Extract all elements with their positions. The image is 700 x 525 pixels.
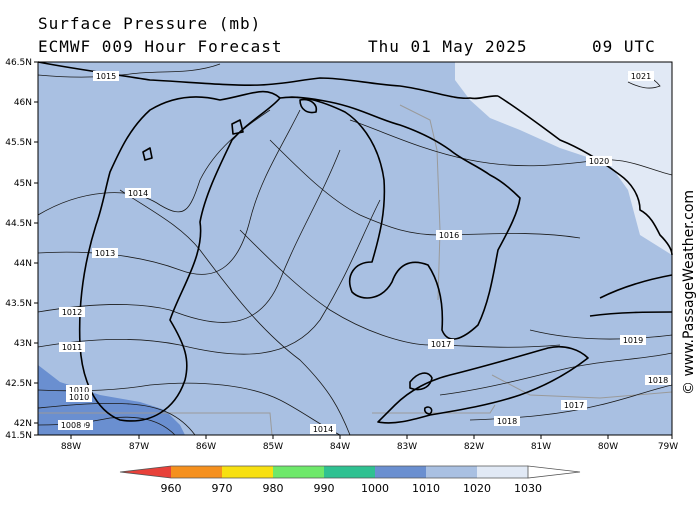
isobar-label: 1015 — [96, 72, 116, 81]
lat-label: 46N — [14, 98, 32, 108]
isobar-label: 1018 — [497, 417, 517, 426]
isobar-label: 1021 — [631, 72, 651, 81]
credit-text: © www.PassageWeather.com — [681, 190, 697, 395]
lon-label: 86W — [196, 442, 216, 452]
coastlines — [37, 61, 673, 424]
isobar-label: 1010 — [69, 393, 89, 402]
political-borders — [38, 104, 673, 436]
lat-label: 46.5N — [5, 58, 32, 68]
isobar-label: 1008 — [61, 421, 81, 430]
lon-label: 83W — [397, 442, 417, 452]
legend-swatch — [477, 466, 528, 478]
legend-tick: 1010 — [412, 482, 440, 495]
lat-label: 42N — [14, 419, 32, 429]
color-legend: 960 970 980 990 1000 1010 1020 1030 — [119, 465, 581, 495]
lon-label: 88W — [61, 442, 81, 452]
legend-ticks: 960 970 980 990 1000 1010 1020 1030 — [161, 482, 543, 495]
band-1030 — [455, 62, 672, 255]
legend-tick: 960 — [161, 482, 182, 495]
legend-swatch — [273, 466, 324, 478]
isobar-label: 1017 — [431, 340, 451, 349]
legend-tick: 990 — [314, 482, 335, 495]
lat-label: 44.5N — [5, 219, 32, 229]
legend-swatch — [426, 466, 477, 478]
isobar-label: 1019 — [623, 336, 643, 345]
legend-swatch — [222, 466, 273, 478]
model-label: ECMWF 009 Hour Forecast — [38, 37, 283, 56]
legend-tick: 970 — [212, 482, 233, 495]
lat-label: 45.5N — [5, 138, 32, 148]
lon-label: 87W — [129, 442, 149, 452]
pressure-map: 46.5N 46N 45.5N 45N 44.5N 44N 43.5N 43N … — [5, 58, 678, 452]
legend-swatch — [375, 466, 426, 478]
credit-watermark: © www.PassageWeather.com — [681, 190, 697, 395]
lat-label: 44N — [14, 259, 32, 269]
lon-label: 84W — [330, 442, 350, 452]
lon-label: 80W — [598, 442, 618, 452]
isobar-label: 1016 — [439, 231, 459, 240]
lat-label: 43.5N — [5, 299, 32, 309]
isobar-label: 1010 — [69, 386, 89, 395]
legend-tick: 1020 — [463, 482, 491, 495]
chart-title: Surface Pressure (mb) — [38, 14, 262, 33]
lon-label: 85W — [263, 442, 283, 452]
forecast-date: Thu 01 May 2025 — [368, 37, 528, 56]
legend-bar — [119, 465, 581, 479]
forecast-time: 09 UTC — [592, 37, 656, 56]
lat-label: 41.5N — [5, 431, 32, 441]
isobar-label: 1011 — [62, 343, 82, 352]
legend-tick: 980 — [263, 482, 284, 495]
legend-tick: 1030 — [514, 482, 542, 495]
isobar-label: 1014 — [313, 425, 333, 434]
legend-swatch — [324, 466, 375, 478]
lon-label: 79W — [658, 442, 678, 452]
longitude-axis: 88W 87W 86W 85W 84W 83W 82W 81W 80W 79W — [61, 435, 678, 452]
isobar-label: 1020 — [589, 157, 609, 166]
isobar-labels: 1015 1014 1013 1012 1011 1010 1010 1009 … — [58, 71, 671, 434]
isobar-label: 1018 — [648, 376, 668, 385]
legend-swatch — [120, 466, 171, 478]
lon-label: 82W — [464, 442, 484, 452]
legend-tick: 1000 — [361, 482, 389, 495]
lat-label: 45N — [14, 179, 32, 189]
latitude-axis: 46.5N 46N 45.5N 45N 44.5N 44N 43.5N 43N … — [5, 58, 38, 441]
isobar-label: 1017 — [564, 401, 584, 410]
isobar-label: 1013 — [95, 249, 115, 258]
legend-end-cap — [527, 465, 581, 479]
lat-label: 42.5N — [5, 379, 32, 389]
isobar-label: 1012 — [62, 308, 82, 317]
map-frame — [37, 61, 673, 436]
lon-label: 81W — [531, 442, 551, 452]
band-1010 — [38, 365, 185, 435]
lat-label: 43N — [14, 339, 32, 349]
legend-swatch — [171, 466, 222, 478]
map-area — [37, 61, 673, 436]
isobar-label: 1014 — [128, 189, 148, 198]
